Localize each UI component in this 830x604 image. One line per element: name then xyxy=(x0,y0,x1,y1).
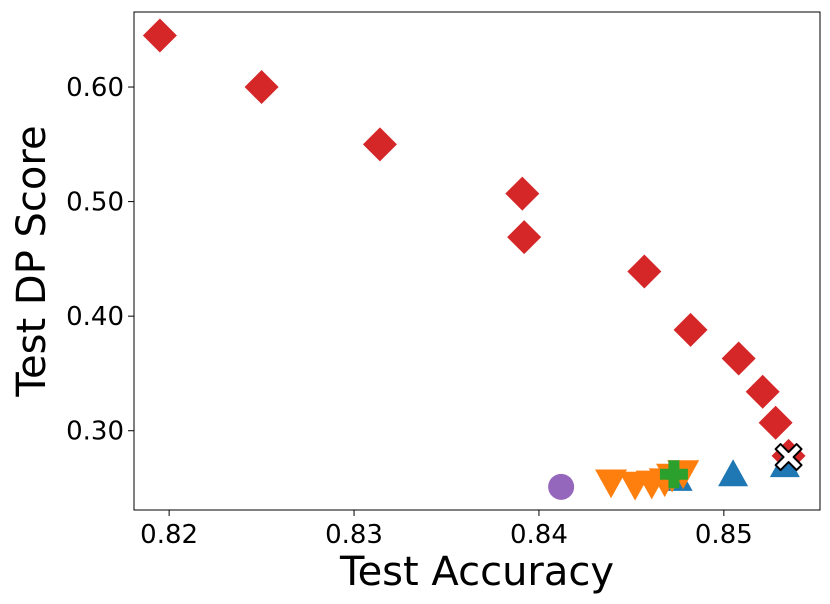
data-point-diamond xyxy=(758,405,793,440)
data-point-diamond xyxy=(362,127,397,162)
data-point-triangle-down xyxy=(595,469,628,499)
data-point-circle xyxy=(548,473,575,500)
data-point-diamond xyxy=(745,374,780,409)
y-tick-label: 0.40 xyxy=(66,302,124,332)
x-tick-label: 0.84 xyxy=(510,520,568,550)
x-tick-label: 0.85 xyxy=(695,520,753,550)
y-tick-label: 0.30 xyxy=(66,417,124,447)
data-point-x xyxy=(774,443,803,472)
data-point-plus xyxy=(659,460,688,489)
x-axis-ticks: 0.82 0.83 0.84 0.85 xyxy=(140,510,753,550)
data-point-diamond xyxy=(673,312,708,347)
x-tick-label: 0.82 xyxy=(140,520,198,550)
data-point-diamond xyxy=(505,176,540,211)
y-axis-ticks: 0.30 0.40 0.50 0.60 xyxy=(66,73,134,447)
data-point-diamond xyxy=(507,220,542,255)
y-tick-label: 0.60 xyxy=(66,73,124,103)
data-point-diamond xyxy=(721,341,756,376)
plot-area xyxy=(134,12,820,510)
y-tick-label: 0.50 xyxy=(66,188,124,218)
data-points xyxy=(142,18,806,501)
data-point-diamond xyxy=(142,18,177,53)
x-tick-label: 0.83 xyxy=(325,520,383,550)
x-axis-title: Test Accuracy xyxy=(339,549,614,595)
data-point-triangle-up xyxy=(718,459,749,487)
axes-frame xyxy=(133,11,821,511)
y-axis-title: Test DP Score xyxy=(9,125,55,397)
data-point-diamond xyxy=(244,70,279,105)
data-point-diamond xyxy=(627,254,662,289)
